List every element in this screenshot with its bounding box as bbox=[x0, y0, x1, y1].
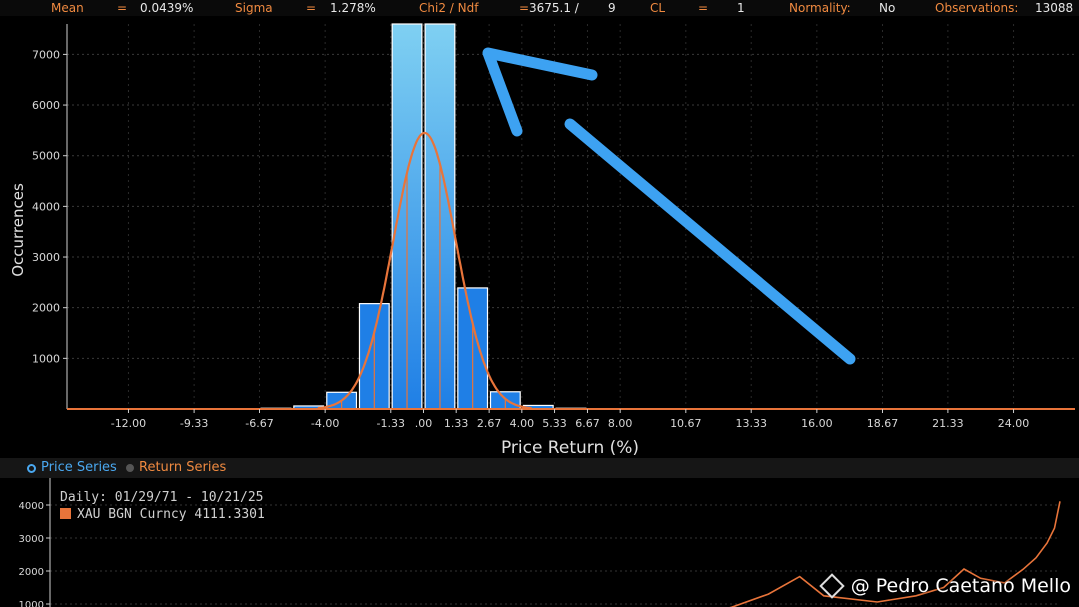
x-tick-label: 21.33 bbox=[932, 417, 964, 430]
legend-period: Daily: 01/29/71 - 10/21/25 bbox=[60, 490, 264, 505]
price-tick-label: 4000 bbox=[19, 501, 44, 512]
cl-value: 1 bbox=[737, 1, 745, 15]
series-tabs: Price Series Return Series bbox=[0, 458, 1079, 478]
return-series-radio-icon bbox=[126, 464, 134, 472]
x-axis-label: Price Return (%) bbox=[501, 438, 639, 458]
watermark-text: @ Pedro Caetano Mello bbox=[850, 575, 1071, 597]
legend-series: XAU BGN Curncy 4111.3301 bbox=[77, 507, 265, 522]
x-tick-label: 18.67 bbox=[867, 417, 899, 430]
tab-return-series-label: Return Series bbox=[139, 460, 227, 475]
return-histogram-chart: 1000 2000 3000 4000 5000 6000 7000 -12.00 -9.33 -… bbox=[9, 23, 1075, 458]
mean-value: 0.0439% bbox=[140, 1, 194, 15]
normal-fit-curve bbox=[317, 131, 532, 410]
tab-price-series[interactable]: Price Series bbox=[27, 458, 117, 478]
y-tick-label: 3000 bbox=[32, 251, 60, 264]
normal-fit bbox=[275, 131, 572, 410]
x-tick-label: -1.33 bbox=[377, 417, 405, 430]
x-tick-label: .00 bbox=[415, 417, 433, 430]
xau-price-line bbox=[729, 501, 1061, 607]
x-tick-label: 5.33 bbox=[542, 417, 567, 430]
chi-ndf-label: Chi2 / Ndf bbox=[419, 1, 479, 15]
price-series-radio-icon bbox=[27, 463, 36, 473]
x-tick-label: 8.00 bbox=[608, 417, 633, 430]
x-tick-label: -6.67 bbox=[245, 417, 273, 430]
statistics-bar: Mean = 0.0439% Sigma = 1.278% Chi2 / Ndf… bbox=[0, 0, 1079, 16]
y-tick-label: 2000 bbox=[32, 302, 60, 315]
ndf-value: 9 bbox=[608, 1, 616, 15]
y-tick-label: 6000 bbox=[32, 99, 60, 112]
x-tick-label: 2.67 bbox=[477, 417, 502, 430]
legend-series-swatch bbox=[60, 508, 71, 519]
x-tick-label: 24.00 bbox=[998, 417, 1030, 430]
chi-value: 3675.1 / bbox=[529, 1, 579, 15]
arrow-annotation bbox=[482, 47, 856, 365]
normality-label: Normality: bbox=[789, 1, 851, 15]
price-tick-label: 1000 bbox=[19, 600, 44, 607]
x-tick-label: 16.00 bbox=[801, 417, 833, 430]
tab-return-series[interactable]: Return Series bbox=[126, 458, 226, 478]
watermark: @ Pedro Caetano Mello bbox=[818, 573, 1071, 599]
watermark-logo-icon bbox=[818, 573, 845, 599]
x-tick-label: -12.00 bbox=[111, 417, 146, 430]
cl-label: CL bbox=[650, 1, 666, 15]
x-tick-label: 13.33 bbox=[735, 417, 767, 430]
histogram-bars bbox=[260, 23, 587, 410]
chi-eq: = bbox=[519, 1, 530, 15]
observations-label: Observations: bbox=[935, 1, 1019, 15]
mean-eq: = bbox=[117, 1, 128, 15]
normality-value: No bbox=[879, 1, 896, 15]
histogram-axes: 1000 2000 3000 4000 5000 6000 7000 -12.00 -9.33 -… bbox=[32, 24, 1075, 430]
price-grid bbox=[50, 504, 1060, 605]
y-tick-label: 7000 bbox=[32, 48, 60, 61]
y-tick-label: 1000 bbox=[32, 352, 60, 365]
price-series-chart: 1000 2000 3000 4000 Daily: 01/29/71 - 10/21… bbox=[19, 478, 1061, 607]
histogram-grid bbox=[67, 24, 1075, 409]
sigma-label: Sigma bbox=[235, 1, 273, 15]
x-tick-label: 6.67 bbox=[575, 417, 600, 430]
observations-value: 13088 bbox=[1035, 1, 1074, 15]
arrow-shaft bbox=[564, 118, 856, 365]
price-tick-label: 3000 bbox=[19, 534, 44, 545]
x-tick-label: 4.00 bbox=[510, 417, 535, 430]
x-tick-label: 10.67 bbox=[670, 417, 702, 430]
sigma-value: 1.278% bbox=[330, 1, 376, 15]
price-y-axis: 1000 2000 3000 4000 bbox=[19, 478, 51, 607]
cl-eq: = bbox=[698, 1, 709, 15]
y-tick-label: 5000 bbox=[32, 150, 60, 163]
price-tick-label: 2000 bbox=[19, 567, 44, 578]
y-axis-label: Occurrences bbox=[9, 183, 27, 277]
tab-price-series-label: Price Series bbox=[41, 460, 117, 475]
mean-label: Mean bbox=[51, 1, 84, 15]
x-tick-label: -4.00 bbox=[311, 417, 339, 430]
y-tick-label: 4000 bbox=[32, 200, 60, 213]
sigma-eq: = bbox=[306, 1, 317, 15]
x-tick-label: 1.33 bbox=[444, 417, 469, 430]
arrow-head bbox=[482, 47, 598, 137]
x-tick-label: -9.33 bbox=[180, 417, 208, 430]
